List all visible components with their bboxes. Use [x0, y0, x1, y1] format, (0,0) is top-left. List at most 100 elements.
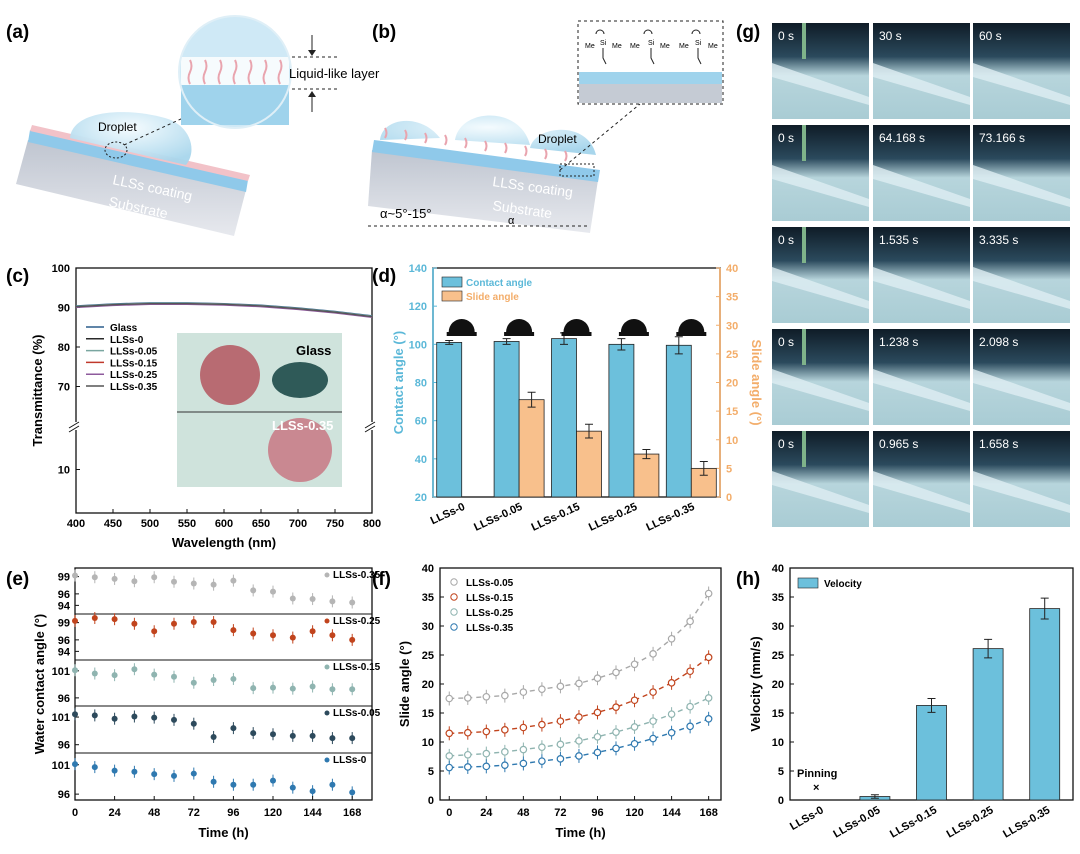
panel-b-letter: (b): [372, 22, 396, 43]
data-point: [250, 781, 257, 788]
data-point: [131, 620, 138, 627]
photo-time-label: 60 s: [979, 29, 1002, 43]
inset-top-label: Glass: [296, 343, 331, 358]
data-point: [111, 715, 118, 722]
photo-time-label: 1.658 s: [979, 437, 1018, 451]
x-tick-label: 550: [178, 518, 196, 530]
data-point: [630, 739, 639, 748]
error-bar: [502, 338, 511, 345]
legend-label: Contact angle: [466, 278, 533, 289]
bar-slide-angle: [518, 399, 545, 498]
error-bar: [445, 340, 454, 345]
x-axis-label: Wavelength (nm): [172, 535, 276, 550]
photo-slope: [772, 267, 869, 309]
photo-time-label: 0 s: [778, 131, 794, 145]
data-point: [289, 685, 296, 692]
data-point: [556, 755, 565, 763]
photo-slope: [873, 471, 970, 513]
data-point: [250, 685, 257, 692]
y2-tick-label: 20: [726, 378, 738, 390]
droplet-icon-base: [561, 332, 592, 336]
y-tick-label: 30: [422, 621, 434, 633]
data-point: [171, 716, 177, 723]
x-tick-label: 96: [227, 807, 239, 819]
me-1: Me: [585, 43, 595, 50]
data-point: [482, 762, 491, 771]
data-point: [190, 619, 197, 626]
legend-label: Glass: [110, 323, 138, 334]
data-point: [538, 743, 546, 752]
y-tick-label: 140: [409, 263, 427, 275]
y-tick-label: 96: [58, 589, 70, 601]
inset-flower-top: [200, 345, 260, 405]
photo-needle: [802, 431, 806, 467]
panel-a-letter: (a): [6, 22, 29, 43]
x-tick-label: 24: [108, 807, 121, 819]
error-bar: [527, 391, 536, 408]
data-point: [686, 722, 694, 731]
data-point: [612, 728, 620, 736]
droplet-icon: [678, 319, 705, 332]
data-point: [649, 688, 657, 696]
data-point: [91, 615, 98, 622]
legend-marker: [324, 757, 330, 763]
axis-break-gap: [70, 422, 82, 430]
data-point: [230, 675, 237, 682]
bar-velocity: [972, 648, 1004, 801]
panel-f-letter: (f): [372, 569, 391, 590]
data-point: [482, 749, 491, 758]
y-axis-label: Velocity (mm/s): [748, 636, 763, 731]
data-point: [230, 781, 237, 788]
data-point: [91, 574, 98, 581]
data-point: [704, 714, 713, 723]
bar-contact-angle: [493, 341, 520, 498]
data-point: [210, 619, 217, 626]
data-point: [445, 763, 454, 772]
inset-bottom-label: LLSs-0.35: [272, 418, 333, 433]
y-tick-label: 20: [772, 679, 784, 691]
data-point: [151, 628, 158, 635]
data-point: [667, 634, 676, 643]
y-tick-label: 60: [415, 416, 427, 428]
data-point: [501, 726, 509, 734]
polymer-brushes: [384, 127, 568, 162]
alpha-symbol: α: [508, 215, 515, 227]
x-tick-label: 800: [363, 518, 381, 530]
legend-marker: [324, 572, 330, 578]
photo-time-label: 1.535 s: [879, 233, 918, 247]
data-point: [630, 660, 639, 669]
legend-label: LLSs-0.35: [110, 382, 158, 393]
chart-d: (d) 20 40 60 80 100 120 140 0 5 10 15 20 25 30 35 40 Con…: [372, 263, 764, 534]
data-point: [538, 757, 546, 765]
y-tick-label: 15: [772, 708, 784, 720]
data-point: [230, 627, 237, 634]
x-tick-label: LLSs-0.05: [472, 501, 524, 534]
data-point: [630, 723, 639, 731]
inset-source-box: [559, 163, 595, 177]
data-point: [270, 777, 276, 784]
x-tick-label: 600: [215, 518, 233, 530]
data-point: [329, 686, 336, 693]
photo-slope: [973, 63, 1070, 105]
chart-c: (c) Glass LLSs-0.35 10 70 80 90 100 400 450 500 55…: [6, 263, 381, 550]
x-tick-label: LLSs-0.15: [888, 804, 939, 840]
legend-swatch: [797, 577, 819, 589]
data-point: [309, 788, 316, 795]
inset-flower-bottom: [268, 418, 332, 482]
error-bar: [1040, 597, 1049, 620]
y-tick-label: 101: [52, 760, 70, 772]
x-tick-label: 168: [343, 807, 361, 819]
error-bar: [984, 638, 993, 659]
inset-link-line: [559, 103, 641, 171]
y-tick-label: 25: [422, 650, 434, 662]
data-point: [72, 572, 78, 579]
data-point: [686, 617, 694, 626]
y-tick-label: 20: [422, 679, 434, 691]
data-point: [289, 732, 296, 739]
y-tick-label: 96: [58, 693, 70, 705]
data-point: [575, 713, 583, 721]
bar-slide-angle: [633, 453, 660, 498]
data-point: [210, 733, 217, 740]
data-point: [210, 581, 217, 588]
